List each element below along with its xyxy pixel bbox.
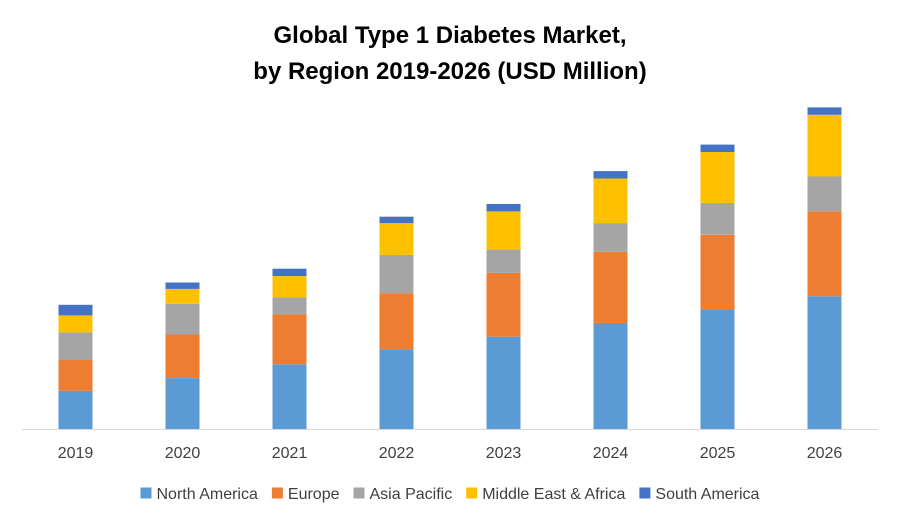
bar-middle-east-africa-2020 (165, 288, 200, 304)
bar-europe-2022 (379, 293, 414, 350)
bar-asia-pacific-2023 (486, 249, 521, 273)
bar-north-america-2020 (165, 378, 200, 429)
x-tick-label: 2020 (165, 445, 201, 462)
x-tick-label: 2024 (593, 445, 629, 462)
bar-europe-2026 (807, 211, 842, 297)
bar-asia-pacific-2025 (700, 202, 735, 235)
chart-title-line-1: Global Type 1 Diabetes Market, (273, 22, 627, 49)
x-tick-label: 2023 (486, 445, 522, 462)
x-tick-label: 2022 (379, 445, 415, 462)
legend-label-middle-east-africa: Middle East & Africa (482, 486, 625, 503)
bar-asia-pacific-2026 (807, 176, 842, 212)
bar-asia-pacific-2024 (593, 223, 628, 252)
x-tick-label: 2025 (700, 445, 736, 462)
legend-swatch-asia-pacific (353, 487, 365, 499)
bar-north-america-2019 (58, 390, 93, 429)
bar-south-america-2019 (58, 304, 93, 316)
bar-south-america-2026 (807, 107, 842, 115)
bar-europe-2021 (272, 314, 307, 365)
bar-north-america-2023 (486, 336, 521, 429)
legend-label-north-america: North America (157, 486, 258, 503)
bar-north-america-2021 (272, 364, 307, 429)
bar-europe-2020 (165, 334, 200, 378)
bar-europe-2019 (58, 360, 93, 391)
x-tick-label: 2019 (58, 445, 94, 462)
bar-south-america-2025 (700, 144, 735, 152)
bar-middle-east-africa-2019 (58, 315, 93, 333)
bar-asia-pacific-2022 (379, 254, 414, 294)
legend-swatch-north-america (140, 487, 152, 499)
bar-south-america-2021 (272, 268, 307, 277)
bar-europe-2024 (593, 251, 628, 323)
legend-label-asia-pacific: Asia Pacific (370, 486, 453, 503)
bar-north-america-2025 (700, 309, 735, 429)
legend-swatch-south-america (639, 487, 651, 499)
bar-south-america-2022 (379, 216, 414, 224)
bar-asia-pacific-2021 (272, 297, 307, 315)
bar-south-america-2020 (165, 282, 200, 289)
bar-north-america-2026 (807, 296, 842, 429)
bar-south-america-2024 (593, 171, 628, 179)
bar-europe-2023 (486, 273, 521, 337)
x-tick-label: 2021 (272, 445, 308, 462)
bar-middle-east-africa-2023 (486, 211, 521, 250)
legend-swatch-middle-east-africa (466, 487, 478, 499)
bar-asia-pacific-2019 (58, 332, 93, 360)
bar-north-america-2024 (593, 322, 628, 429)
chart-title-line-2: by Region 2019-2026 (USD Million) (253, 58, 647, 85)
bar-middle-east-africa-2025 (700, 152, 735, 203)
legend-label-south-america: South America (655, 486, 759, 503)
bar-north-america-2022 (379, 349, 414, 429)
bar-europe-2025 (700, 234, 735, 310)
bar-middle-east-africa-2021 (272, 276, 307, 298)
bar-middle-east-africa-2026 (807, 114, 842, 177)
legend-label-europe: Europe (288, 486, 340, 503)
legend-swatch-europe (271, 487, 283, 499)
x-tick-label: 2026 (807, 445, 843, 462)
bar-asia-pacific-2020 (165, 303, 200, 335)
bar-middle-east-africa-2024 (593, 178, 628, 224)
bar-south-america-2023 (486, 204, 521, 212)
bar-middle-east-africa-2022 (379, 223, 414, 255)
